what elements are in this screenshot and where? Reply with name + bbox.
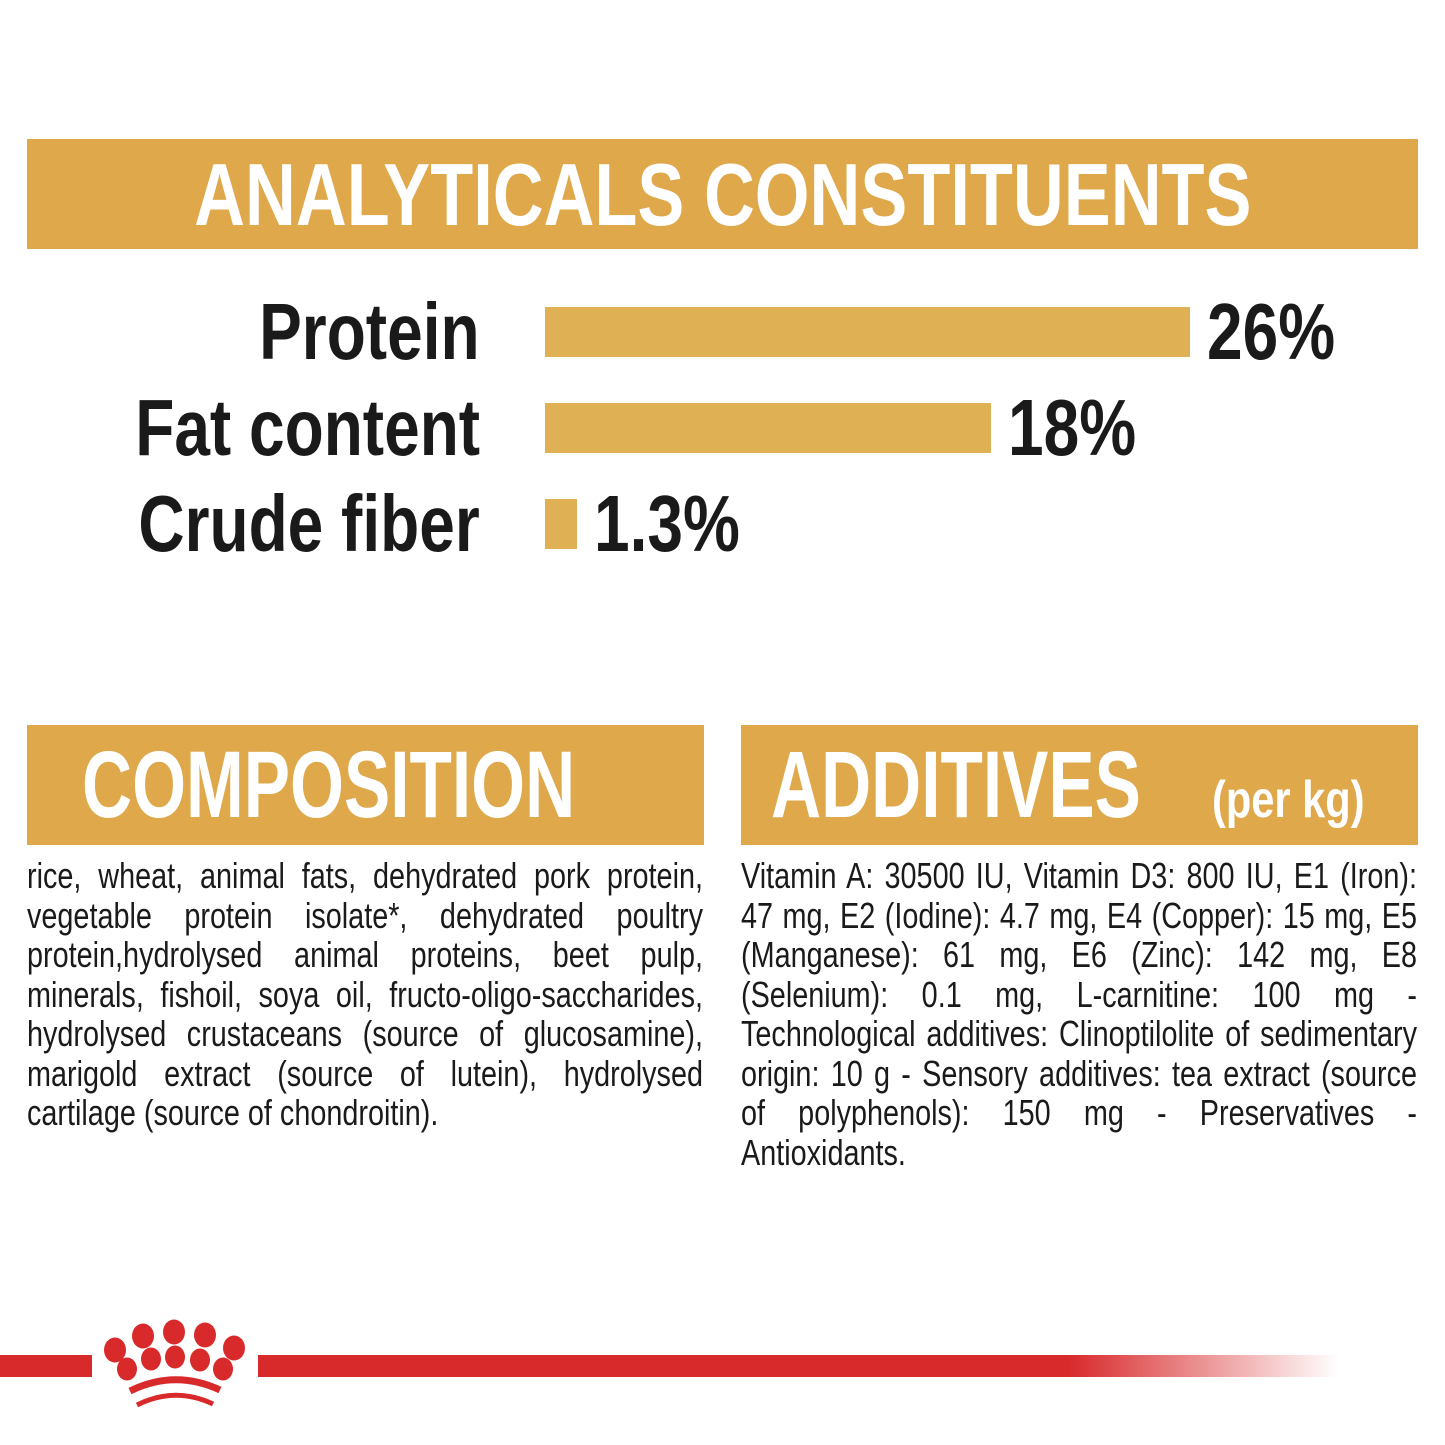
chart-category-label: Protein bbox=[259, 287, 480, 376]
chart-row-protein: Protein 26% bbox=[0, 287, 1445, 376]
analytical-constituents-chart: Protein 26% Fat content 18% Crude fiber 1.3% bbox=[0, 287, 1445, 595]
composition-body-text: rice, wheat, animal fats, dehydrated por… bbox=[27, 855, 703, 1133]
chart-category-label: Crude fiber bbox=[138, 479, 480, 568]
royal-canin-crown-icon bbox=[104, 1319, 245, 1408]
additives-per-kg-label: (per kg) bbox=[1211, 771, 1365, 829]
chart-category-label: Fat content bbox=[135, 383, 480, 472]
brand-logo-area bbox=[92, 1316, 258, 1412]
analyticals-title: ANALYTICALS CONSTITUENTS bbox=[193, 145, 1252, 244]
additives-header-bar: ADDITIVES (per kg) bbox=[741, 725, 1418, 845]
footer-red-stripe bbox=[0, 1355, 1352, 1377]
analyticals-header-bar: ANALYTICALS CONSTITUENTS bbox=[27, 139, 1418, 249]
chart-bar bbox=[545, 499, 577, 549]
chart-value-label: 1.3% bbox=[594, 479, 740, 568]
chart-bar bbox=[545, 307, 1190, 357]
additives-body-text: Vitamin A: 30500 IU, Vitamin D3: 800 IU,… bbox=[741, 855, 1417, 1173]
chart-bar bbox=[545, 403, 991, 453]
chart-row-crude-fiber: Crude fiber 1.3% bbox=[0, 479, 1445, 568]
additives-title: ADDITIVES bbox=[771, 732, 1141, 838]
composition-title: COMPOSITION bbox=[82, 732, 576, 838]
chart-value-label: 18% bbox=[1008, 383, 1137, 472]
chart-row-fat-content: Fat content 18% bbox=[0, 383, 1445, 472]
chart-value-label: 26% bbox=[1207, 287, 1336, 376]
composition-header-bar: COMPOSITION bbox=[27, 725, 704, 845]
